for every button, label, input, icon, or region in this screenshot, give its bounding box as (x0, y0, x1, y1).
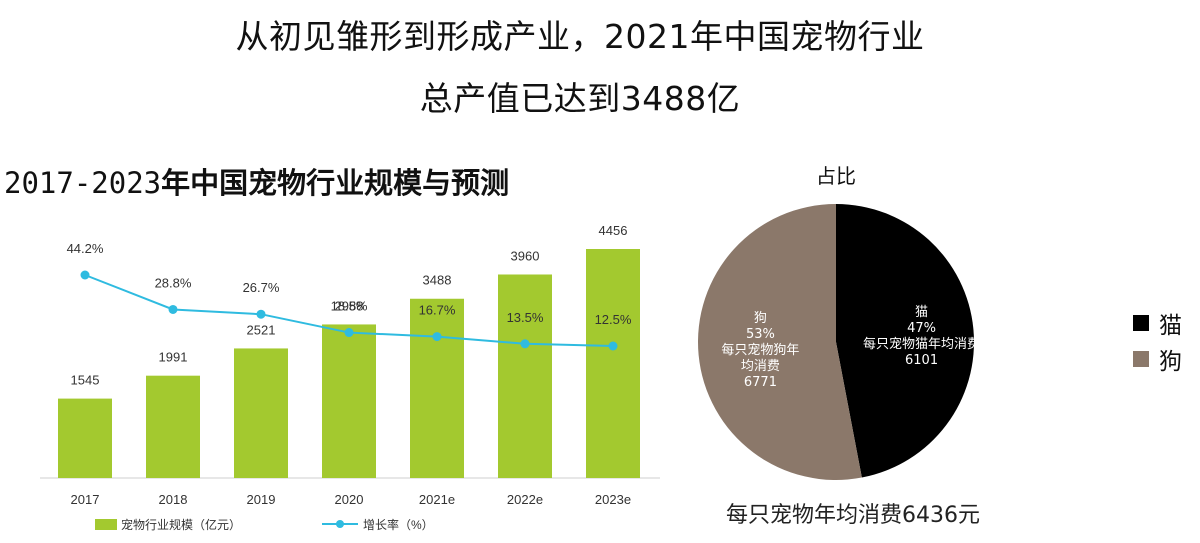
bar-value-label-2023e: 4456 (599, 223, 628, 238)
headline-line-2: 总产值已达到3488亿 (419, 79, 741, 118)
pie-label-dog-1: 53% (746, 327, 775, 342)
pie-label-dog-4: 6771 (744, 375, 777, 390)
legend-line-marker (336, 520, 344, 528)
cat-swatch (1133, 315, 1149, 331)
pie-slice-dog (698, 204, 862, 480)
pie-label-cat-2: 每只宠物猫年均消费 (863, 336, 980, 352)
pie-legend-item-cat: 猫 (1133, 305, 1182, 341)
growth-point-2022e (520, 339, 530, 349)
bar-value-label-2017: 1545 (71, 373, 100, 388)
x-tick-label-2021e: 2021e (419, 492, 455, 507)
x-tick-label-2022e: 2022e (507, 492, 543, 507)
pie-legend-item-dog: 狗 (1133, 341, 1182, 377)
growth-label-2021e: 16.7% (419, 303, 456, 318)
bar-value-label-2022e: 3960 (511, 248, 540, 263)
x-tick-label-2019: 2019 (247, 492, 276, 507)
pie-label-cat-1: 47% (907, 321, 936, 336)
growth-point-2023e (608, 341, 618, 351)
bar-value-label-2018: 1991 (159, 350, 188, 365)
bar-2021e (410, 298, 464, 478)
pie-label-dog-0: 狗 (754, 311, 767, 326)
x-tick-label-2017: 2017 (71, 492, 100, 507)
bar-chart-title-years: 2017-2023 (4, 166, 162, 200)
x-tick-label-2018: 2018 (159, 492, 188, 507)
pie-title: 占比 (816, 164, 856, 188)
growth-label-2023e: 12.5% (595, 312, 632, 327)
growth-point-2017 (80, 270, 90, 280)
growth-label-2019: 26.7% (243, 280, 280, 295)
dog-swatch (1133, 351, 1149, 367)
growth-label-2022e: 13.5% (507, 310, 544, 325)
pie-legend-label-dog: 狗 (1159, 349, 1182, 375)
growth-point-2020 (344, 328, 354, 338)
pie-label-cat-0: 猫 (915, 305, 928, 320)
bar-chart-title-text: 年中国宠物行业规模与预测 (161, 166, 510, 200)
pie-legend-label-cat: 猫 (1159, 313, 1182, 339)
pie-label-dog-3: 均消费 (741, 359, 780, 374)
bar-2023e (586, 249, 640, 478)
pie-legend: 猫 狗 (1133, 305, 1182, 377)
bar-2020 (322, 324, 376, 478)
growth-label-2020: 18.5% (331, 299, 368, 314)
x-tick-label-2020: 2020 (335, 492, 364, 507)
growth-label-2018: 28.8% (155, 275, 192, 290)
bar-value-label-2020: 2988 (335, 298, 364, 313)
headline-line-1: 从初见雏形到形成产业，2021年中国宠物行业 (235, 17, 925, 56)
bar-2018 (146, 375, 200, 478)
growth-label-2017: 44.2% (67, 241, 104, 256)
pie-label-cat-3: 6101 (905, 353, 938, 368)
bar-2019 (234, 348, 288, 478)
pie-label-dog-2: 每只宠物狗年 (721, 342, 799, 358)
legend-bar-label: 宠物行业规模（亿元） (121, 517, 241, 532)
bar-2017 (58, 398, 112, 478)
growth-point-2018 (168, 304, 178, 314)
bar-value-label-2019: 2521 (247, 322, 276, 337)
bar-chart-title: 2017-2023年中国宠物行业规模与预测 (4, 160, 509, 202)
legend-line-label: 增长率（%） (363, 517, 434, 532)
pie-slice-cat (836, 204, 975, 478)
x-tick-label-2023e: 2023e (595, 492, 631, 507)
footer-note: 每只宠物年均消费6436元 (726, 503, 980, 528)
growth-point-2021e (432, 332, 442, 342)
bar-2022e (498, 274, 552, 478)
legend-bar-swatch (95, 519, 117, 530)
bar-line-chart: 1545 2017 1991 2018 2521 2019 2988 2020 3488 2021… (40, 223, 660, 532)
growth-point-2019 (256, 309, 266, 319)
bar-value-label-2021e: 3488 (423, 273, 452, 288)
